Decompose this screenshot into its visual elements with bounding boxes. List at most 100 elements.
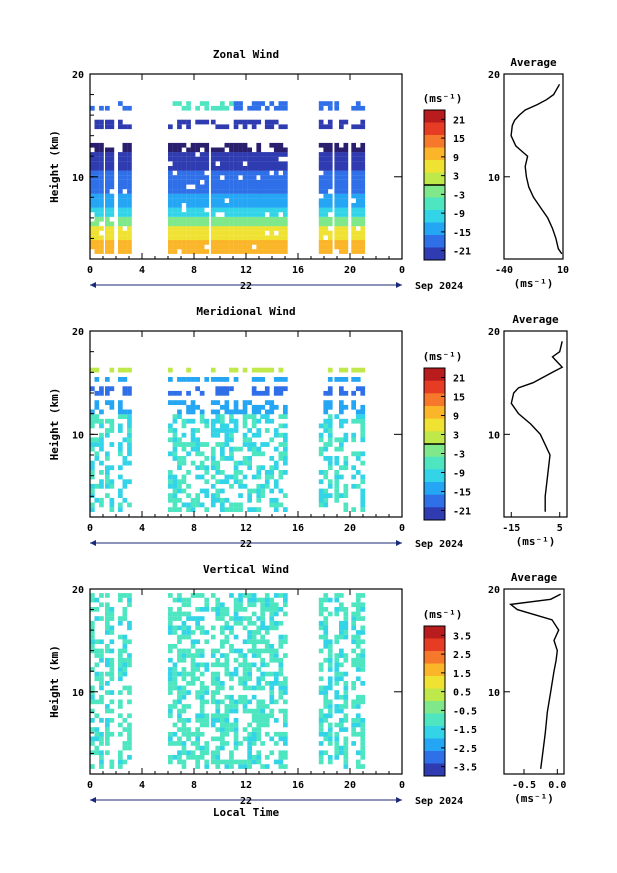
heatmap-cell: [105, 400, 110, 405]
heatmap-cell: [90, 685, 95, 691]
heatmap-cell: [351, 235, 356, 241]
heatmap-cell: [242, 607, 248, 612]
heatmap-cell: [339, 175, 344, 180]
heatmap-cell: [172, 142, 178, 148]
heatmap-cell: [105, 690, 110, 695]
heatmap-cell: [323, 184, 329, 190]
heatmap-cell: [251, 189, 257, 194]
heatmap-cell: [343, 244, 349, 250]
heatmap-cell: [168, 607, 173, 612]
heatmap-cell: [181, 727, 187, 732]
heatmap-cell: [351, 377, 356, 382]
heatmap-cell: [215, 676, 221, 682]
heatmap-cell: [355, 657, 361, 663]
heatmap-cell: [172, 493, 178, 498]
heatmap-cell: [229, 644, 234, 649]
heatmap-cell: [278, 198, 284, 204]
heatmap-cell: [177, 244, 182, 250]
heatmap-cell: [105, 616, 110, 621]
heatmap-cell: [177, 648, 182, 654]
heatmap-cell: [215, 607, 221, 612]
heatmap-cell: [251, 166, 257, 171]
heatmap-cell: [251, 644, 257, 649]
heatmap-cell: [122, 414, 128, 419]
heatmap-cell: [318, 226, 324, 231]
colorbar-swatch: [424, 418, 445, 432]
heatmap-cell: [215, 249, 221, 254]
heatmap-cell: [224, 390, 230, 396]
heatmap-cell: [327, 653, 333, 658]
heatmap-cell: [327, 755, 333, 760]
heatmap-cell: [118, 493, 123, 498]
heatmap-cell: [343, 156, 349, 162]
heatmap-cell: [251, 593, 257, 598]
heatmap-cell: [229, 704, 234, 709]
heatmap-cell: [269, 474, 275, 480]
heatmap-cell: [224, 718, 230, 723]
heatmap-cell: [105, 166, 110, 171]
heatmap-cell: [251, 216, 257, 222]
heatmap-cell: [118, 124, 123, 130]
heatmap-cell: [109, 483, 115, 489]
heatmap-cell: [122, 607, 128, 612]
heatmap-cell: [318, 207, 324, 213]
heatmap-cell: [168, 184, 173, 190]
heatmap-cell: [215, 390, 221, 396]
heatmap-cell: [195, 198, 200, 204]
heatmap-cell: [260, 671, 265, 677]
heatmap-cell: [283, 437, 288, 443]
heatmap-cell: [220, 179, 225, 185]
heatmap-cell: [195, 216, 200, 222]
heatmap-cell: [351, 170, 356, 176]
heatmap-cell: [242, 400, 248, 405]
heatmap-cell: [360, 119, 366, 125]
x-tick-label: 0: [399, 265, 405, 276]
heatmap-cell: [127, 713, 132, 719]
heatmap-cell: [168, 216, 173, 222]
heatmap-cell: [99, 179, 104, 185]
heatmap-cell: [181, 226, 187, 231]
colorbar-swatch: [424, 713, 445, 727]
heatmap-cell: [260, 616, 265, 621]
heatmap-cell: [256, 142, 262, 148]
profile-y-tick-label: 20: [488, 585, 500, 596]
heatmap-cell: [273, 221, 279, 227]
heatmap-cell: [355, 409, 361, 415]
heatmap-cell: [210, 718, 216, 723]
heatmap-cell: [109, 249, 115, 254]
heatmap-cell: [127, 657, 132, 663]
heatmap-cell: [99, 694, 104, 700]
heatmap-cell: [181, 667, 187, 672]
heatmap-cell: [247, 166, 252, 171]
heatmap-cell: [210, 456, 216, 461]
colorbar-swatch: [424, 135, 445, 148]
profile-x-tick-label: 10: [557, 265, 569, 276]
heatmap-cell: [210, 184, 216, 190]
heatmap-cell: [229, 418, 234, 424]
heatmap-cell: [181, 249, 187, 254]
heatmap-cell: [323, 221, 329, 227]
heatmap-cell: [233, 400, 239, 405]
heatmap-cell: [109, 124, 115, 130]
heatmap-cell: [327, 699, 333, 705]
heatmap-cell: [323, 750, 329, 756]
heatmap-cell: [210, 493, 216, 498]
heatmap-cell: [181, 474, 187, 480]
heatmap-cell: [181, 634, 187, 640]
heatmap-cell: [127, 161, 132, 167]
heatmap-cell: [105, 221, 110, 227]
heatmap-cell: [229, 625, 234, 631]
heatmap-cell: [195, 170, 200, 176]
y-axis-label: Height (km): [48, 645, 61, 718]
heatmap-cell: [264, 479, 270, 485]
profile-y-tick-label: 10: [488, 688, 500, 699]
heatmap-cell: [204, 465, 210, 471]
y-tick-label: 20: [72, 70, 84, 81]
heatmap-cell: [215, 400, 221, 405]
heatmap-cell: [199, 625, 205, 631]
heatmap-cell: [327, 639, 333, 645]
heatmap-cell: [99, 193, 104, 199]
colorbar-tick-label: -0.5: [453, 706, 477, 717]
heatmap-cell: [351, 483, 356, 489]
heatmap-cell: [278, 694, 284, 700]
